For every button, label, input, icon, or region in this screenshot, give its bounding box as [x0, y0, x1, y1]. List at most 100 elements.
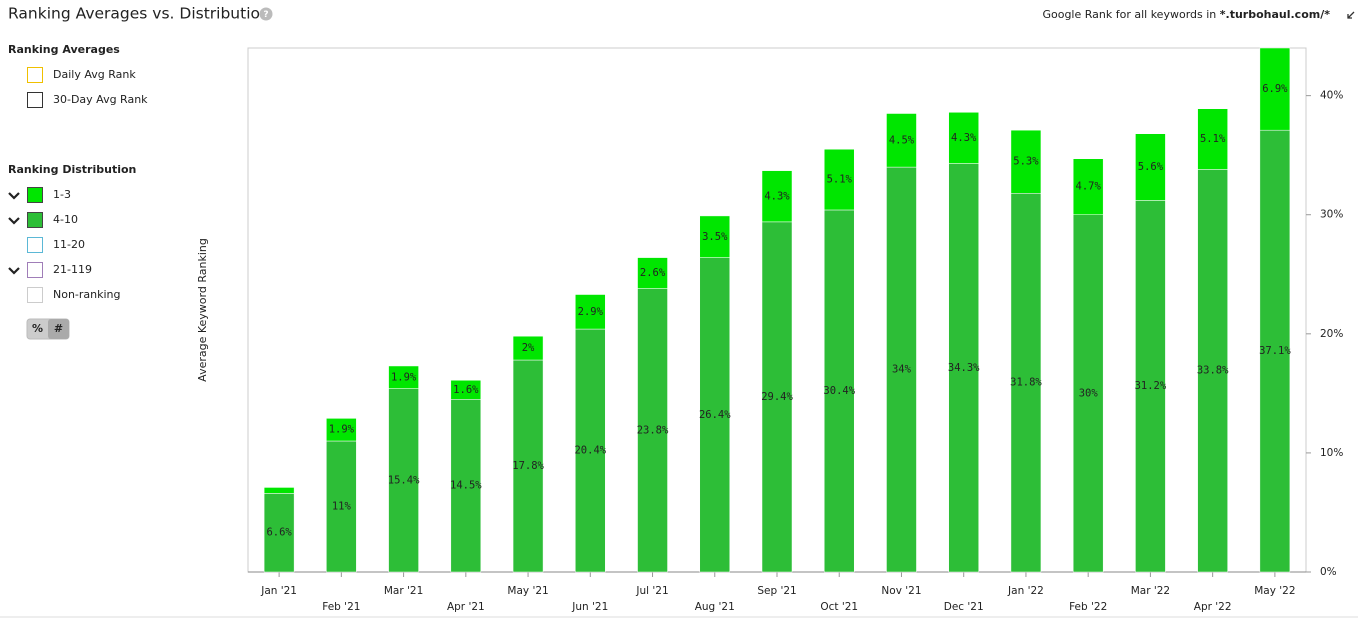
rank-note: Google Rank for all keywords in *.turboh…	[1042, 8, 1330, 21]
value-label: 11%	[332, 501, 352, 513]
bar-segment[interactable]	[823, 209, 855, 573]
bar-segment[interactable]	[761, 170, 793, 223]
y-tick-label: 20%	[1320, 328, 1343, 340]
value-label: 30%	[1079, 387, 1099, 399]
legend-swatch[interactable]	[27, 287, 43, 303]
bar-segment[interactable]	[512, 335, 544, 361]
y-axis-title: Average Keyword Ranking	[196, 238, 209, 382]
bar-segment[interactable]	[699, 215, 731, 258]
value-label: 31.8%	[1010, 377, 1042, 389]
bar-segment[interactable]	[388, 388, 419, 573]
legend-swatch[interactable]	[27, 187, 43, 203]
bar-segment[interactable]	[1197, 169, 1228, 573]
x-tick-label: Feb '21	[322, 601, 360, 613]
x-tick-label: Aug '21	[695, 601, 735, 613]
value-label: 5.1%	[1200, 133, 1226, 145]
x-tick-label: Dec '21	[944, 601, 984, 613]
bar-segment[interactable]	[823, 148, 855, 211]
bar-segment[interactable]	[388, 365, 419, 389]
x-tick-label: Oct '21	[820, 601, 858, 613]
legend-swatch[interactable]	[27, 212, 43, 228]
collapse-icon[interactable]	[1347, 11, 1355, 19]
help-icon[interactable]	[259, 7, 273, 21]
bar-segment[interactable]	[450, 399, 482, 573]
value-label: 23.8%	[637, 424, 669, 436]
bar-segment[interactable]	[886, 166, 917, 573]
bar-segment[interactable]	[1072, 158, 1104, 215]
legend-chevron[interactable]	[8, 217, 20, 225]
bar-segment[interactable]	[1197, 108, 1228, 170]
x-tick-label: Feb '22	[1069, 601, 1107, 613]
x-tick-label: Apr '22	[1194, 601, 1232, 613]
value-label: 5.6%	[1138, 161, 1164, 173]
value-label: 14.5%	[450, 480, 482, 492]
legend-label[interactable]: 21-119	[53, 263, 92, 276]
value-label: 1.6%	[453, 384, 479, 396]
bar-segment[interactable]	[761, 221, 793, 573]
y-tick-label: 10%	[1320, 447, 1343, 459]
x-tick-label: May '21	[507, 585, 548, 597]
x-tick-label: Sep '21	[757, 585, 796, 597]
bar-segment[interactable]	[450, 380, 482, 400]
legend-swatch[interactable]	[27, 262, 43, 278]
value-label: 30.4%	[823, 385, 855, 397]
toggle-active[interactable]	[48, 319, 69, 339]
legend-label[interactable]: 1-3	[53, 188, 71, 201]
legend-swatch[interactable]	[27, 237, 43, 253]
bar-segment[interactable]	[575, 328, 606, 573]
x-tick-label: Apr '21	[447, 601, 485, 613]
value-label: 2.9%	[578, 306, 604, 318]
value-label: 4.5%	[889, 134, 915, 146]
legend-label[interactable]: Non-ranking	[53, 288, 121, 301]
legend-chevron[interactable]	[8, 267, 20, 275]
bar-segment[interactable]	[263, 487, 295, 494]
bar-segment[interactable]	[637, 257, 668, 289]
bar-segment[interactable]	[948, 163, 979, 573]
value-label: 29.4%	[761, 391, 793, 403]
x-tick-label: Jan '21	[260, 585, 297, 597]
legend-label[interactable]: 30-Day Avg Rank	[53, 93, 148, 106]
bar-segment[interactable]	[1135, 200, 1166, 573]
bar-segment[interactable]	[1259, 129, 1291, 573]
toggle-percent[interactable]: %	[32, 322, 43, 335]
x-tick-label: Nov '21	[881, 585, 921, 597]
bar-segment[interactable]	[886, 113, 917, 168]
bar-segment[interactable]	[263, 493, 295, 573]
bar-segment[interactable]	[575, 294, 606, 330]
bar-segment[interactable]	[512, 359, 544, 573]
bar-segment[interactable]	[1072, 214, 1104, 573]
value-label: 3.5%	[702, 231, 728, 243]
toggle-count[interactable]: #	[54, 322, 63, 335]
value-label: 15.4%	[388, 474, 420, 486]
bar-segment[interactable]	[1010, 193, 1042, 573]
value-label: 1.9%	[329, 424, 355, 436]
value-label: 34%	[892, 364, 912, 376]
bar-segment[interactable]	[699, 257, 731, 573]
legend-label[interactable]: 4-10	[53, 213, 78, 226]
value-label: 31.2%	[1135, 380, 1167, 392]
rank-note-domain: *.turbohaul.com/*	[1220, 8, 1330, 21]
x-tick-label: Jun '21	[571, 601, 608, 613]
x-tick-label: Mar '22	[1131, 585, 1170, 597]
bar-segment[interactable]	[1010, 129, 1042, 194]
bar-segment[interactable]	[637, 288, 668, 573]
legend-label[interactable]: 11-20	[53, 238, 85, 251]
legend-swatch[interactable]	[27, 67, 43, 83]
bar-segment[interactable]	[326, 440, 357, 573]
x-tick-label: Mar '21	[384, 585, 423, 597]
legend-chevron[interactable]	[8, 192, 20, 200]
value-label: 2%	[522, 342, 535, 354]
value-label: 33.8%	[1197, 365, 1229, 377]
bar-segment[interactable]	[326, 418, 357, 442]
value-label: 20.4%	[574, 445, 606, 457]
help-icon-mark: ?	[263, 10, 268, 20]
value-label: 26.4%	[699, 409, 731, 421]
legend-label[interactable]: Daily Avg Rank	[53, 68, 136, 81]
bar-segment[interactable]	[1259, 47, 1291, 131]
value-label: 4.3%	[951, 132, 977, 144]
rank-note-prefix: Google Rank for all keywords in	[1042, 8, 1219, 21]
bar-segment[interactable]	[948, 112, 979, 164]
legend-swatch[interactable]	[27, 92, 43, 108]
bar-segment[interactable]	[1135, 133, 1166, 201]
